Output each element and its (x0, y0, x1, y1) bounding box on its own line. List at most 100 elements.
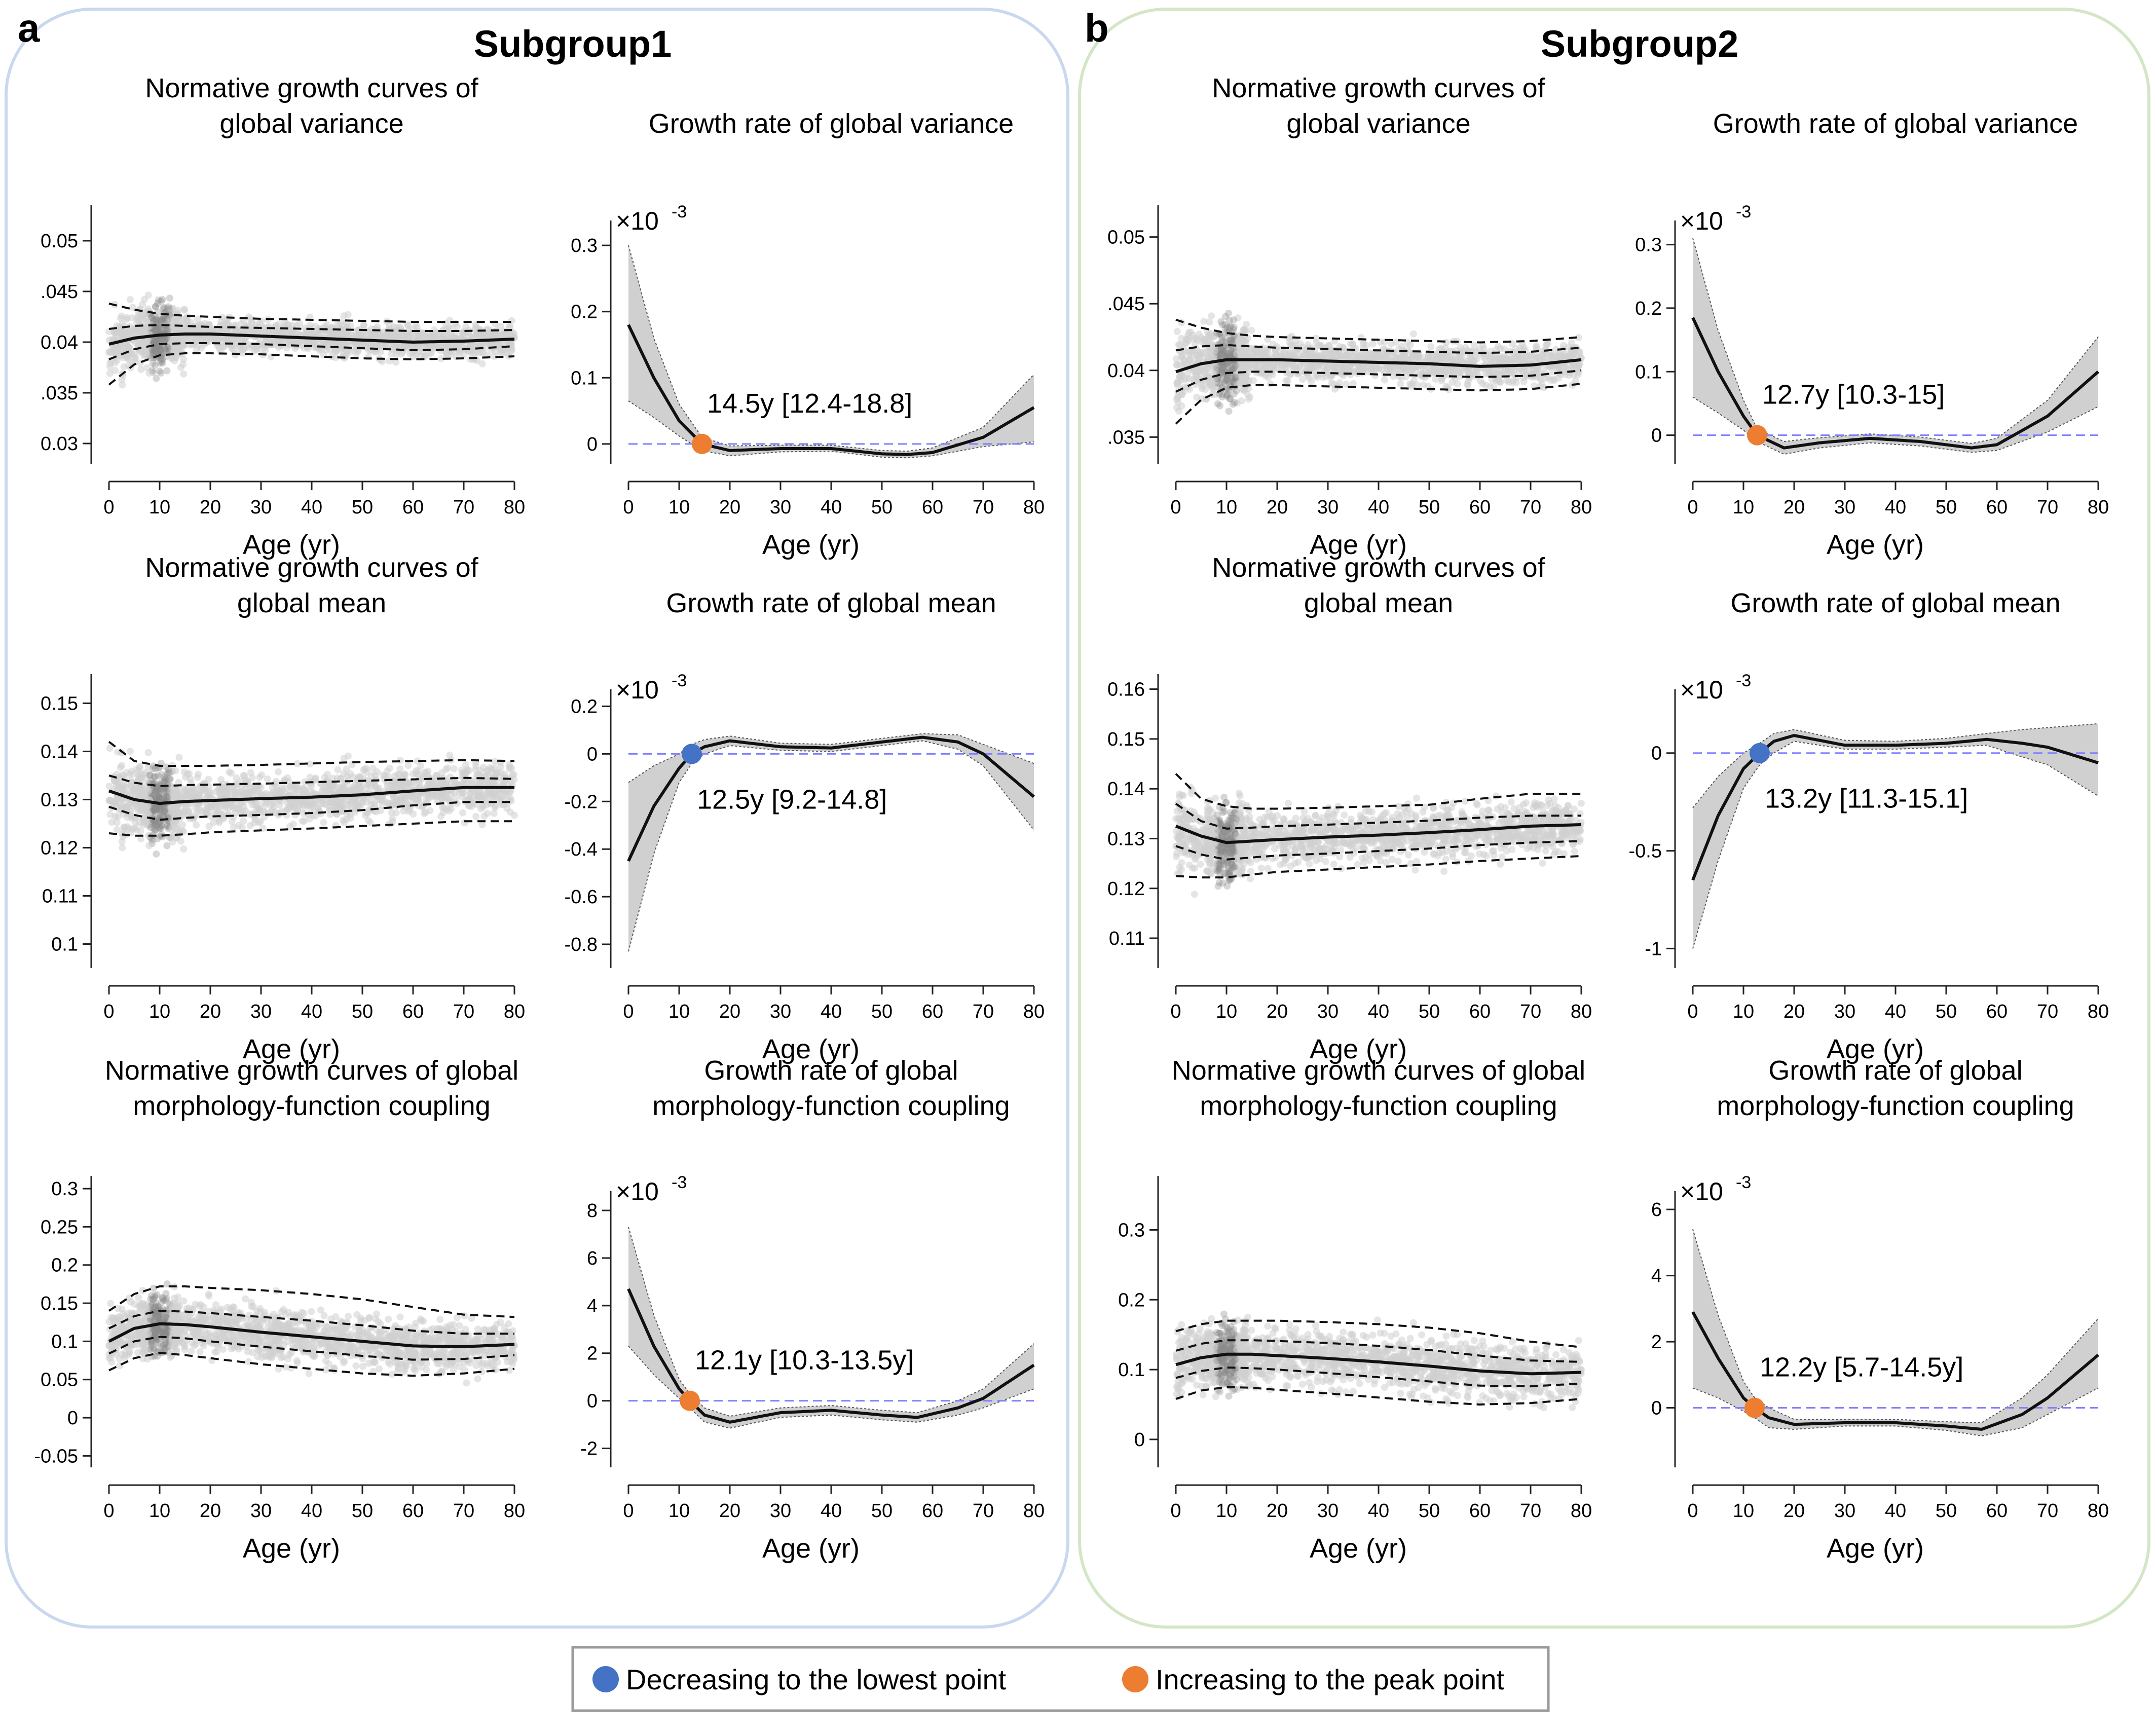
scatter-point (392, 351, 400, 358)
scatter-point (396, 1313, 404, 1321)
scatter-point (392, 345, 400, 352)
panel-b-title: Subgroup2 (1541, 23, 1739, 65)
x-tick-label: 50 (871, 497, 893, 518)
scatter-point (148, 314, 156, 321)
scatter-point (153, 345, 160, 353)
scatter-point (119, 844, 126, 852)
scatter-point (428, 349, 435, 357)
scatter-point (380, 797, 388, 804)
y-tick-label: 0.25 (41, 1216, 78, 1238)
scatter-point (443, 805, 450, 813)
x-tick-label: 20 (200, 497, 221, 518)
x-tick-label: 40 (301, 1001, 322, 1022)
scatter-point (306, 773, 314, 781)
y-tick-label: -0.8 (565, 934, 598, 955)
scatter-point (421, 809, 428, 817)
scatter-point (466, 794, 473, 801)
scatter-point (325, 1360, 332, 1368)
scatter-point (423, 1360, 430, 1368)
scatter-point (194, 773, 201, 781)
scatter-point (156, 367, 163, 375)
x-tick-label: 30 (770, 1001, 791, 1022)
scatter-point (217, 318, 225, 325)
scatter-point (394, 1360, 401, 1368)
chart-title-line: Normative growth curves of global (105, 1055, 518, 1086)
scatter-point (437, 812, 445, 820)
scatter-point (309, 802, 316, 809)
scatter-point (136, 764, 143, 771)
scatter-point (123, 315, 131, 323)
scatter-point (157, 359, 164, 367)
scatter-point (126, 748, 134, 755)
scatter-point (228, 818, 236, 825)
x-tick-label: 10 (668, 497, 690, 518)
scatter-point (153, 316, 160, 324)
scatter-point (385, 1315, 392, 1323)
chart-title-line: Growth rate of global mean (666, 588, 996, 618)
scatter-point (320, 800, 327, 807)
scatter-point (507, 797, 515, 805)
x-axis-label: Age (yr) (243, 1533, 340, 1564)
x-tick-label: 80 (504, 1001, 525, 1022)
x-tick-label: 50 (352, 1001, 373, 1022)
scatter-point (177, 837, 184, 845)
y-tick-label: 0.1 (51, 1331, 78, 1352)
scatter-point (415, 328, 422, 336)
y-tick-label: .035 (41, 383, 78, 404)
scatter-point (507, 344, 515, 351)
scatter-point (149, 359, 157, 367)
scatter-point (193, 821, 200, 829)
y-tick-label: 0.05 (41, 231, 78, 252)
scatter-point (183, 317, 191, 324)
scatter-point (463, 1379, 470, 1387)
x-tick-label: 50 (871, 1001, 893, 1022)
scatter-point (223, 786, 231, 794)
x-tick-label: 60 (402, 1500, 424, 1522)
scatter-point (479, 349, 487, 356)
y-tick-label: 0.04 (41, 332, 78, 353)
x-tick-label: 20 (200, 1001, 221, 1022)
scatter-point (193, 1316, 200, 1324)
scatter-point (188, 1348, 195, 1355)
scatter-point (360, 321, 367, 328)
scatter-point (377, 356, 385, 364)
scatter-point (497, 763, 504, 770)
scatter-point (145, 842, 153, 849)
scatter-point (284, 321, 291, 328)
scatter-point (400, 331, 407, 339)
scatter-point (144, 749, 152, 756)
x-tick-label: 30 (250, 1001, 272, 1022)
y-tick-label: 0.3 (571, 235, 598, 256)
scatter-point (105, 783, 113, 790)
y-tick-label: 0.11 (42, 886, 78, 907)
scatter-point (323, 321, 331, 328)
y-tick-label: 0.13 (41, 790, 78, 811)
scatter-point (472, 766, 479, 773)
scatter-point (505, 1320, 512, 1327)
scatter-point (112, 367, 119, 374)
scatter-point (107, 1300, 115, 1307)
scatter-point (459, 770, 466, 778)
scatter-point (152, 303, 159, 310)
scatter-point (215, 345, 223, 352)
scatter-point (235, 822, 243, 829)
x-tick-label: 60 (922, 1001, 943, 1022)
scatter-point (126, 296, 134, 303)
scatter-point (156, 347, 164, 354)
panel-a-title: Subgroup1 (474, 23, 672, 65)
scatter-point (255, 1347, 263, 1355)
scatter-point (343, 765, 350, 773)
scatter-point (157, 348, 164, 355)
y-tick-label: -0.2 (565, 791, 598, 812)
scatter-point (472, 813, 480, 820)
scatter-point (404, 762, 412, 769)
scatter-point (392, 809, 400, 817)
scatter-point (159, 359, 166, 367)
scatter-point (365, 1359, 373, 1367)
scatter-point (155, 325, 163, 332)
x-tick-label: 80 (504, 497, 525, 518)
scatter-point (157, 346, 164, 353)
